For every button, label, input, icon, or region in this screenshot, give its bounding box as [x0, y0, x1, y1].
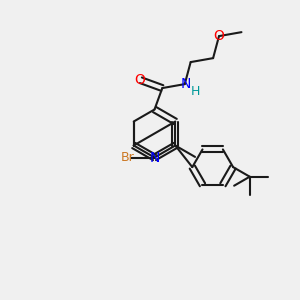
Text: N: N: [181, 77, 191, 91]
Text: N: N: [149, 151, 160, 164]
Text: H: H: [190, 85, 200, 98]
Text: Br: Br: [121, 151, 134, 164]
Text: O: O: [214, 29, 224, 43]
Text: O: O: [134, 73, 145, 87]
